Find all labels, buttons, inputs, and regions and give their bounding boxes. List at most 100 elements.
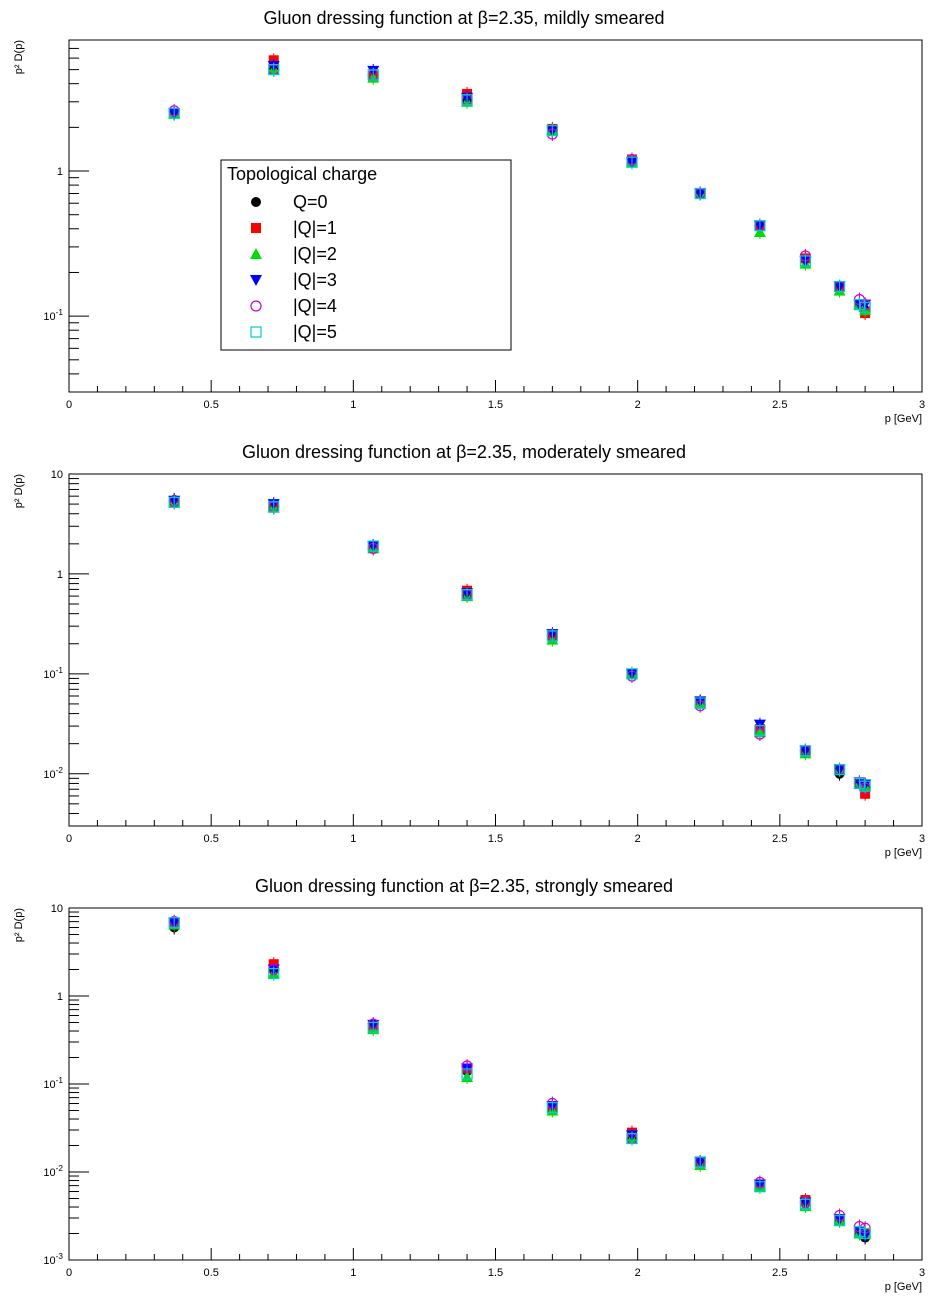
x-tick-label: 2 bbox=[635, 399, 641, 411]
chart-2-svg: Gluon dressing function at β=2.35, stron… bbox=[13, 876, 925, 1293]
data-point bbox=[833, 764, 846, 776]
legend-marker bbox=[251, 197, 261, 207]
legend-entry-label: |Q|=5 bbox=[293, 322, 337, 342]
data-point bbox=[168, 496, 180, 508]
x-tick-label: 3 bbox=[919, 1267, 925, 1279]
y-tick-label: 1 bbox=[57, 569, 63, 581]
data-point bbox=[799, 255, 812, 267]
legend-marker bbox=[251, 223, 261, 233]
data-point bbox=[268, 501, 280, 513]
data-point bbox=[626, 1132, 638, 1145]
x-tick-label: 1 bbox=[350, 399, 356, 411]
x-axis-label: p [GeV] bbox=[885, 413, 922, 425]
series-group bbox=[168, 914, 872, 1245]
x-tick-label: 3 bbox=[919, 399, 925, 411]
series-q1 bbox=[169, 495, 871, 801]
x-axis-label: p [GeV] bbox=[885, 1281, 922, 1293]
data-point bbox=[367, 540, 379, 552]
y-tick-label: 10-1 bbox=[43, 308, 63, 323]
x-tick-label: 0 bbox=[66, 399, 72, 411]
chart-title: Gluon dressing function at β=2.35, moder… bbox=[242, 442, 686, 462]
chart-0-svg: Gluon dressing function at β=2.35, mildl… bbox=[13, 8, 925, 425]
y-tick-label: 1 bbox=[57, 166, 63, 178]
chart-panel-mildly-smeared: Gluon dressing function at β=2.35, mildl… bbox=[0, 0, 929, 434]
y-axis-label: p² D(p) bbox=[13, 474, 25, 508]
x-tick-label: 1.5 bbox=[488, 399, 503, 411]
data-point bbox=[799, 745, 812, 757]
x-tick-label: 2 bbox=[635, 1267, 641, 1279]
data-point bbox=[268, 967, 280, 980]
legend-marker bbox=[250, 326, 262, 338]
x-tick-label: 2.5 bbox=[772, 399, 787, 411]
y-axis-label: p² D(p) bbox=[13, 908, 25, 942]
plot-frame bbox=[68, 907, 923, 1261]
series-q5 bbox=[168, 915, 871, 1241]
x-tick-label: 1 bbox=[350, 1267, 356, 1279]
x-axis-label: p [GeV] bbox=[885, 847, 922, 859]
data-point bbox=[461, 1068, 473, 1080]
y-tick-label: 1 bbox=[57, 991, 63, 1003]
data-point bbox=[461, 589, 473, 601]
chart-panel-moderately-smeared: Gluon dressing function at β=2.35, moder… bbox=[0, 434, 929, 868]
legend-title: Topological charge bbox=[227, 164, 377, 184]
data-point bbox=[546, 1101, 558, 1114]
legend-entry-label: |Q|=4 bbox=[293, 296, 337, 316]
legend-entry-label: Q=0 bbox=[293, 192, 328, 212]
data-point bbox=[367, 69, 379, 81]
data-point bbox=[853, 299, 866, 311]
y-tick-label: 10-3 bbox=[43, 1252, 63, 1267]
data-point bbox=[546, 630, 558, 642]
data-point bbox=[168, 107, 180, 119]
data-point bbox=[859, 301, 871, 313]
x-tick-label: 1.5 bbox=[488, 1267, 503, 1279]
series-q3 bbox=[168, 493, 872, 792]
plot-frame bbox=[68, 473, 923, 827]
y-axis: 10 1 10-1 10-2 10-3 p² D(p) bbox=[13, 903, 89, 1267]
data-point bbox=[626, 156, 638, 168]
legend-marker bbox=[250, 275, 262, 286]
legend-box bbox=[220, 159, 512, 351]
y-tick-label: 10-2 bbox=[43, 1164, 63, 1179]
data-point bbox=[833, 280, 846, 293]
data-point bbox=[853, 777, 866, 790]
data-point bbox=[461, 94, 473, 106]
series-q4 bbox=[168, 494, 871, 796]
x-axis: 0 0.5 1 1.5 2 2.5 3 p [GeV] bbox=[66, 814, 925, 859]
y-tick-label: 10 bbox=[51, 903, 63, 915]
x-tick-label: 1.5 bbox=[488, 833, 503, 845]
chart-1-svg: Gluon dressing function at β=2.35, moder… bbox=[13, 442, 925, 859]
series-q5 bbox=[168, 495, 871, 794]
data-point bbox=[853, 1226, 866, 1238]
chart-panel-strongly-smeared: Gluon dressing function at β=2.35, stron… bbox=[0, 868, 929, 1302]
data-point bbox=[168, 917, 180, 929]
x-tick-label: 3 bbox=[919, 833, 925, 845]
x-tick-label: 0 bbox=[66, 833, 72, 845]
data-point bbox=[859, 1227, 871, 1240]
x-tick-label: 2.5 bbox=[772, 1267, 787, 1279]
data-point bbox=[859, 780, 871, 792]
x-tick-label: 2 bbox=[635, 833, 641, 845]
y-tick-label: 10-1 bbox=[43, 1076, 63, 1091]
data-point bbox=[694, 697, 706, 709]
data-point bbox=[367, 1021, 379, 1033]
data-point bbox=[694, 187, 706, 200]
x-tick-label: 1 bbox=[350, 833, 356, 845]
x-tick-label: 0.5 bbox=[204, 1267, 219, 1279]
x-tick-label: 0 bbox=[66, 1267, 72, 1279]
series-group bbox=[168, 492, 872, 801]
x-tick-label: 2.5 bbox=[772, 833, 787, 845]
x-tick-label: 0.5 bbox=[204, 399, 219, 411]
legend-entry-label: |Q|=3 bbox=[293, 270, 337, 290]
data-point bbox=[754, 725, 766, 737]
series-q0 bbox=[169, 492, 871, 794]
chart-title: Gluon dressing function at β=2.35, mildl… bbox=[263, 8, 664, 28]
legend-entry-label: |Q|=1 bbox=[293, 218, 337, 238]
legend-marker bbox=[250, 248, 262, 259]
y-tick-label: 10 bbox=[51, 469, 63, 481]
series-group bbox=[168, 53, 872, 321]
data-point bbox=[546, 124, 558, 137]
y-tick-label: 10-1 bbox=[43, 666, 63, 681]
data-point bbox=[626, 668, 638, 680]
y-tick-label: 10-2 bbox=[43, 766, 63, 781]
